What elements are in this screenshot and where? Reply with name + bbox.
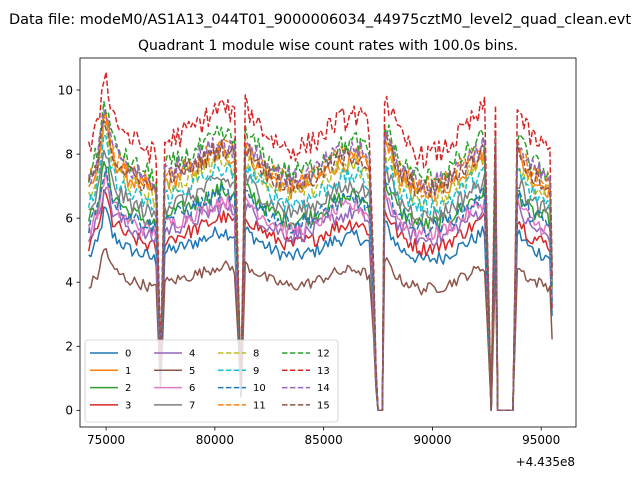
legend-label-4: 4 xyxy=(189,349,195,360)
legend-label-6: 6 xyxy=(189,383,195,394)
legend-label-3: 3 xyxy=(125,400,131,411)
legend-label-12: 12 xyxy=(317,349,330,360)
y-tick-label: 0 xyxy=(65,404,73,418)
series-line-13 xyxy=(87,71,553,412)
legend-label-9: 9 xyxy=(253,366,259,377)
x-tick-label: 75000 xyxy=(87,433,125,447)
legend-label-8: 8 xyxy=(253,349,259,360)
legend-label-15: 15 xyxy=(317,400,330,411)
x-tick-label: 80000 xyxy=(196,433,234,447)
legend-label-7: 7 xyxy=(189,400,195,411)
legend-label-13: 13 xyxy=(317,366,330,377)
x-tick-label: 90000 xyxy=(413,433,451,447)
y-tick-label: 6 xyxy=(65,211,73,225)
legend-label-14: 14 xyxy=(317,383,330,394)
legend-label-2: 2 xyxy=(125,383,131,394)
legend-label-10: 10 xyxy=(253,383,266,394)
x-tick-label: 95000 xyxy=(522,433,560,447)
series-line-4 xyxy=(87,186,553,412)
y-tick-label: 2 xyxy=(65,340,73,354)
series-line-3 xyxy=(87,189,553,412)
axes-frame xyxy=(79,57,577,428)
legend-label-1: 1 xyxy=(125,366,131,377)
series-line-7 xyxy=(88,149,553,412)
x-offset-label: +4.435e8 xyxy=(516,455,575,469)
legend-box xyxy=(84,339,339,423)
x-tick-label: 85000 xyxy=(305,433,343,447)
y-tick-label: 8 xyxy=(65,147,73,161)
series-line-8 xyxy=(87,121,553,412)
series-line-15 xyxy=(87,119,553,412)
y-tick-label: 10 xyxy=(58,83,73,97)
legend-label-0: 0 xyxy=(125,349,131,360)
figure-suptitle: Data file: modeM0/AS1A13_044T01_90000060… xyxy=(9,12,631,28)
series-line-5 xyxy=(88,247,553,412)
series-line-0 xyxy=(88,206,553,412)
plot-area xyxy=(87,71,553,412)
legend-label-5: 5 xyxy=(189,366,195,377)
legend-label-11: 11 xyxy=(253,400,266,411)
chart-title: Quadrant 1 module wise count rates with … xyxy=(138,38,518,54)
series-line-10 xyxy=(87,167,553,412)
y-tick-label: 4 xyxy=(65,276,73,290)
series-line-14 xyxy=(87,109,553,412)
series-line-9 xyxy=(87,133,553,412)
